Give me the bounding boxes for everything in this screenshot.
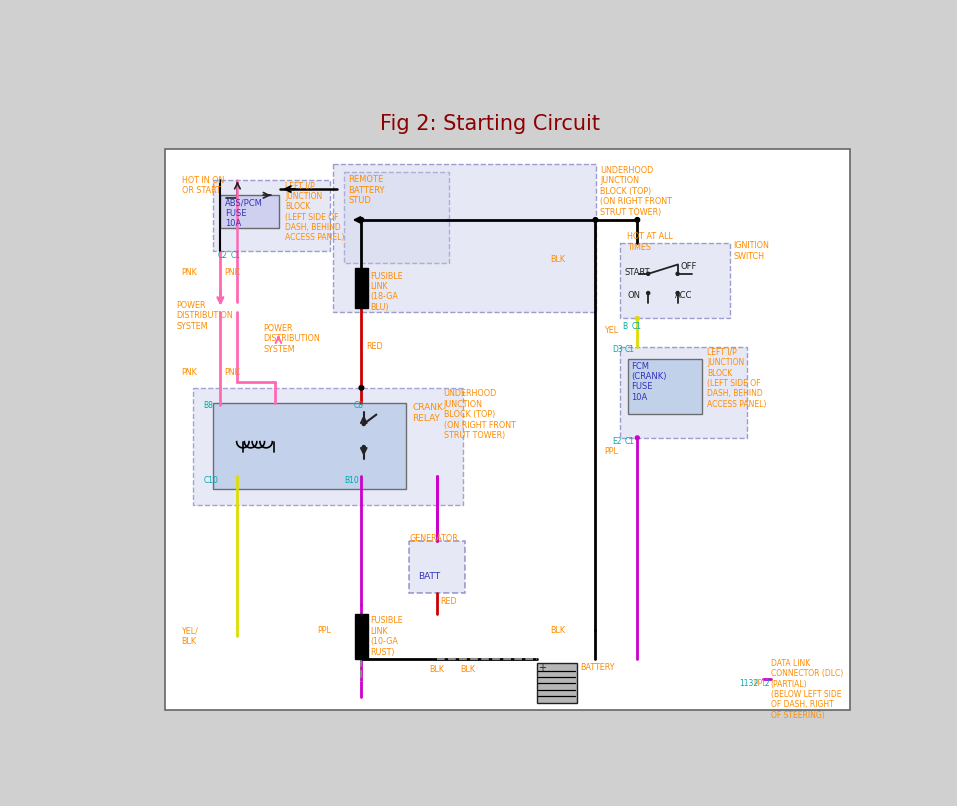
Text: RED: RED <box>440 597 457 606</box>
Bar <box>193 388 463 505</box>
Text: BLK: BLK <box>460 665 476 674</box>
Text: PNK: PNK <box>181 368 196 376</box>
Text: FUSIBLE
LINK
(10-GA
RUST): FUSIBLE LINK (10-GA RUST) <box>370 617 404 657</box>
Circle shape <box>362 422 366 426</box>
Text: PNK: PNK <box>224 368 240 376</box>
Text: DATA LINK
CONNECTOR (DLC)
(PARTIAL)
(BELOW LEFT SIDE
OF DASH, RIGHT
OF STEERING): DATA LINK CONNECTOR (DLC) (PARTIAL) (BEL… <box>770 659 843 720</box>
Text: BLK: BLK <box>550 255 566 264</box>
Text: E2: E2 <box>612 437 622 446</box>
Text: LEFT I/P
JUNCTION
BLOCK
(LEFT SIDE OF
DASH, BEHIND
ACCESS PANEL): LEFT I/P JUNCTION BLOCK (LEFT SIDE OF DA… <box>285 181 345 243</box>
Text: ABS/PCM
FUSE
10A: ABS/PCM FUSE 10A <box>225 198 263 228</box>
Text: BLK: BLK <box>430 665 445 674</box>
Text: UNDERHOOD
JUNCTION
BLOCK (TOP)
(ON RIGHT FRONT
STRUT TOWER): UNDERHOOD JUNCTION BLOCK (TOP) (ON RIGHT… <box>444 389 516 440</box>
Circle shape <box>635 436 639 440</box>
Text: UNDERHOOD
JUNCTION
BLOCK (TOP)
(ON RIGHT FRONT
STRUT TOWER): UNDERHOOD JUNCTION BLOCK (TOP) (ON RIGHT… <box>600 166 672 217</box>
Circle shape <box>676 272 679 276</box>
Text: B8: B8 <box>203 401 213 410</box>
Text: START: START <box>625 268 651 276</box>
Bar <box>333 164 596 312</box>
Text: B: B <box>622 322 627 330</box>
Circle shape <box>359 385 364 390</box>
Text: PNK: PNK <box>181 268 196 276</box>
Text: C1: C1 <box>231 251 240 260</box>
Text: HOT AT ALL
TIMES: HOT AT ALL TIMES <box>627 232 673 251</box>
Bar <box>619 347 747 438</box>
Text: C10: C10 <box>203 476 218 484</box>
Bar <box>355 614 367 659</box>
Text: PPL: PPL <box>753 679 768 688</box>
Text: RED: RED <box>367 342 383 351</box>
Text: B10: B10 <box>345 476 359 484</box>
Text: BLK: BLK <box>550 626 566 635</box>
Text: YEL/
BLK: YEL/ BLK <box>181 626 198 646</box>
Text: +: + <box>538 663 546 673</box>
Text: PPL: PPL <box>604 447 618 456</box>
Text: ON: ON <box>627 291 640 300</box>
Text: PNK: PNK <box>224 268 240 276</box>
Bar <box>619 243 729 318</box>
Text: PPL: PPL <box>318 626 331 635</box>
Bar <box>537 663 577 703</box>
Text: 2: 2 <box>765 679 769 688</box>
Circle shape <box>647 292 650 295</box>
Text: BATT: BATT <box>418 571 440 581</box>
Text: OFF: OFF <box>680 262 697 272</box>
Text: C1: C1 <box>625 437 634 446</box>
Bar <box>220 195 278 227</box>
Text: POWER
DISTRIBUTION
SYSTEM: POWER DISTRIBUTION SYSTEM <box>176 301 233 330</box>
Text: ACC: ACC <box>675 291 692 300</box>
Text: REMOTE
BATTERY
STUD: REMOTE BATTERY STUD <box>348 175 385 205</box>
Circle shape <box>635 218 639 222</box>
Text: C8: C8 <box>354 401 364 410</box>
Text: FCM
(CRANK)
FUSE
10A: FCM (CRANK) FUSE 10A <box>631 362 667 402</box>
Circle shape <box>362 446 366 449</box>
Circle shape <box>676 292 679 295</box>
Text: LEFT I/P
JUNCTION
BLOCK
(LEFT SIDE OF
DASH, BEHIND
ACCESS PANEL): LEFT I/P JUNCTION BLOCK (LEFT SIDE OF DA… <box>707 347 767 409</box>
Text: HOT IN ON
OR START: HOT IN ON OR START <box>182 176 224 195</box>
Text: D3: D3 <box>612 345 623 354</box>
Circle shape <box>647 272 650 276</box>
Text: C2: C2 <box>218 251 228 260</box>
Circle shape <box>635 317 639 321</box>
Circle shape <box>593 218 598 222</box>
Text: YEL: YEL <box>604 326 618 335</box>
Bar <box>410 541 465 593</box>
Circle shape <box>359 218 364 222</box>
Text: GENERATOR: GENERATOR <box>410 534 458 543</box>
Text: BATTERY: BATTERY <box>580 663 614 672</box>
Text: CRANK
RELAY: CRANK RELAY <box>412 403 443 422</box>
Bar <box>345 172 449 263</box>
Text: IGNITION
SWITCH: IGNITION SWITCH <box>733 242 769 261</box>
Bar <box>628 359 701 414</box>
Bar <box>212 403 407 489</box>
Text: POWER
DISTRIBUTION
SYSTEM: POWER DISTRIBUTION SYSTEM <box>263 324 320 354</box>
Text: FUSIBLE
LINK
(18-GA
BLU): FUSIBLE LINK (18-GA BLU) <box>370 272 404 312</box>
Text: C1: C1 <box>631 322 641 330</box>
Text: C1: C1 <box>625 345 634 354</box>
Bar <box>212 180 330 251</box>
Bar <box>355 268 367 308</box>
Text: Fig 2: Starting Circuit: Fig 2: Starting Circuit <box>380 114 600 134</box>
Text: 1132: 1132 <box>740 679 759 688</box>
